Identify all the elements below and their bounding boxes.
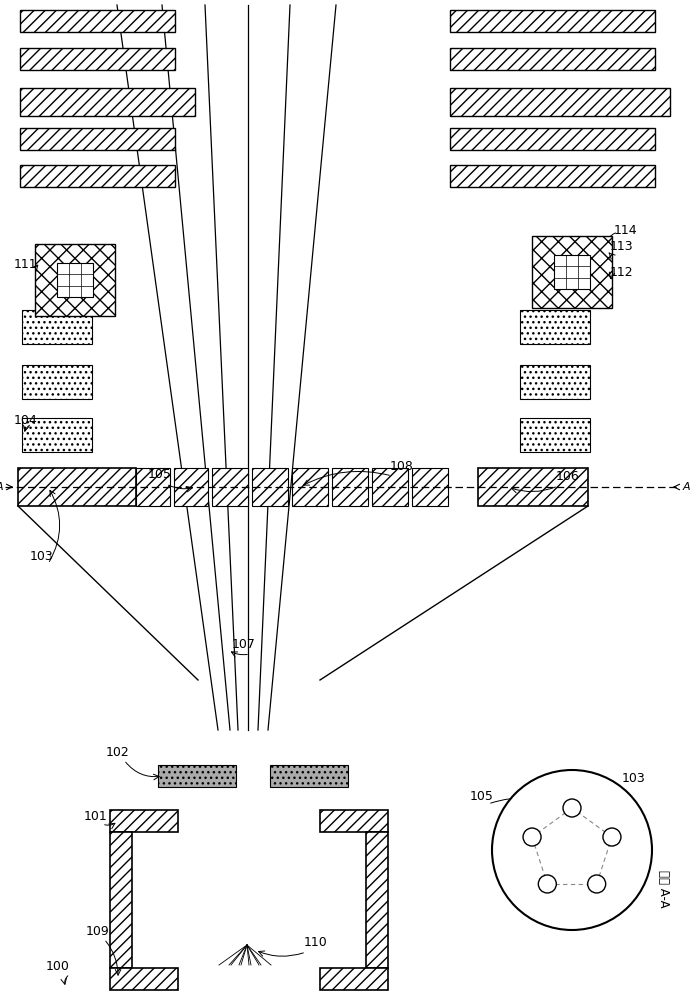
- Text: 101: 101: [84, 810, 108, 823]
- Text: 剖面 A-A: 剖面 A-A: [657, 870, 671, 908]
- Bar: [366, 832, 388, 968]
- Text: 110: 110: [304, 936, 328, 949]
- Text: A: A: [683, 482, 691, 492]
- Bar: [158, 765, 236, 787]
- Bar: [292, 468, 328, 506]
- Bar: [22, 418, 92, 452]
- Bar: [554, 255, 590, 289]
- Bar: [20, 10, 175, 32]
- Bar: [450, 128, 655, 150]
- Bar: [532, 236, 612, 308]
- Bar: [412, 468, 448, 506]
- Text: 114: 114: [614, 224, 637, 236]
- Bar: [332, 468, 368, 506]
- Bar: [450, 10, 655, 32]
- Circle shape: [603, 828, 621, 846]
- Bar: [520, 310, 590, 344]
- Text: 100: 100: [46, 960, 70, 973]
- Text: 106: 106: [556, 470, 580, 483]
- Text: 107: 107: [232, 638, 256, 651]
- Text: 103: 103: [30, 550, 54, 563]
- Text: A: A: [0, 482, 3, 492]
- Bar: [20, 88, 195, 116]
- Bar: [20, 48, 175, 70]
- Bar: [320, 810, 388, 832]
- Bar: [320, 968, 388, 990]
- Bar: [20, 128, 175, 150]
- Bar: [110, 810, 178, 832]
- Bar: [520, 365, 590, 399]
- Text: 112: 112: [610, 265, 634, 278]
- Bar: [478, 468, 588, 506]
- Text: 103: 103: [622, 772, 646, 785]
- Bar: [20, 165, 175, 187]
- Circle shape: [563, 799, 581, 817]
- Bar: [110, 832, 132, 968]
- Bar: [35, 244, 115, 316]
- Bar: [450, 48, 655, 70]
- Bar: [174, 468, 208, 506]
- Bar: [252, 468, 288, 506]
- Circle shape: [588, 875, 605, 893]
- Bar: [372, 468, 408, 506]
- Bar: [56, 263, 93, 297]
- Text: 111: 111: [14, 257, 38, 270]
- Bar: [212, 468, 248, 506]
- Bar: [136, 468, 170, 506]
- Circle shape: [523, 828, 541, 846]
- Text: 105: 105: [148, 468, 172, 481]
- Text: 113: 113: [610, 239, 634, 252]
- Bar: [18, 468, 136, 506]
- Text: 108: 108: [390, 460, 414, 473]
- Bar: [450, 165, 655, 187]
- Circle shape: [492, 770, 652, 930]
- Text: 105: 105: [470, 790, 494, 803]
- Bar: [450, 88, 670, 116]
- Bar: [520, 418, 590, 452]
- Bar: [270, 765, 348, 787]
- Text: 102: 102: [106, 746, 130, 759]
- Circle shape: [539, 875, 556, 893]
- Bar: [110, 968, 178, 990]
- Text: 109: 109: [86, 925, 110, 938]
- Text: 104: 104: [14, 414, 38, 426]
- Bar: [22, 365, 92, 399]
- Bar: [22, 310, 92, 344]
